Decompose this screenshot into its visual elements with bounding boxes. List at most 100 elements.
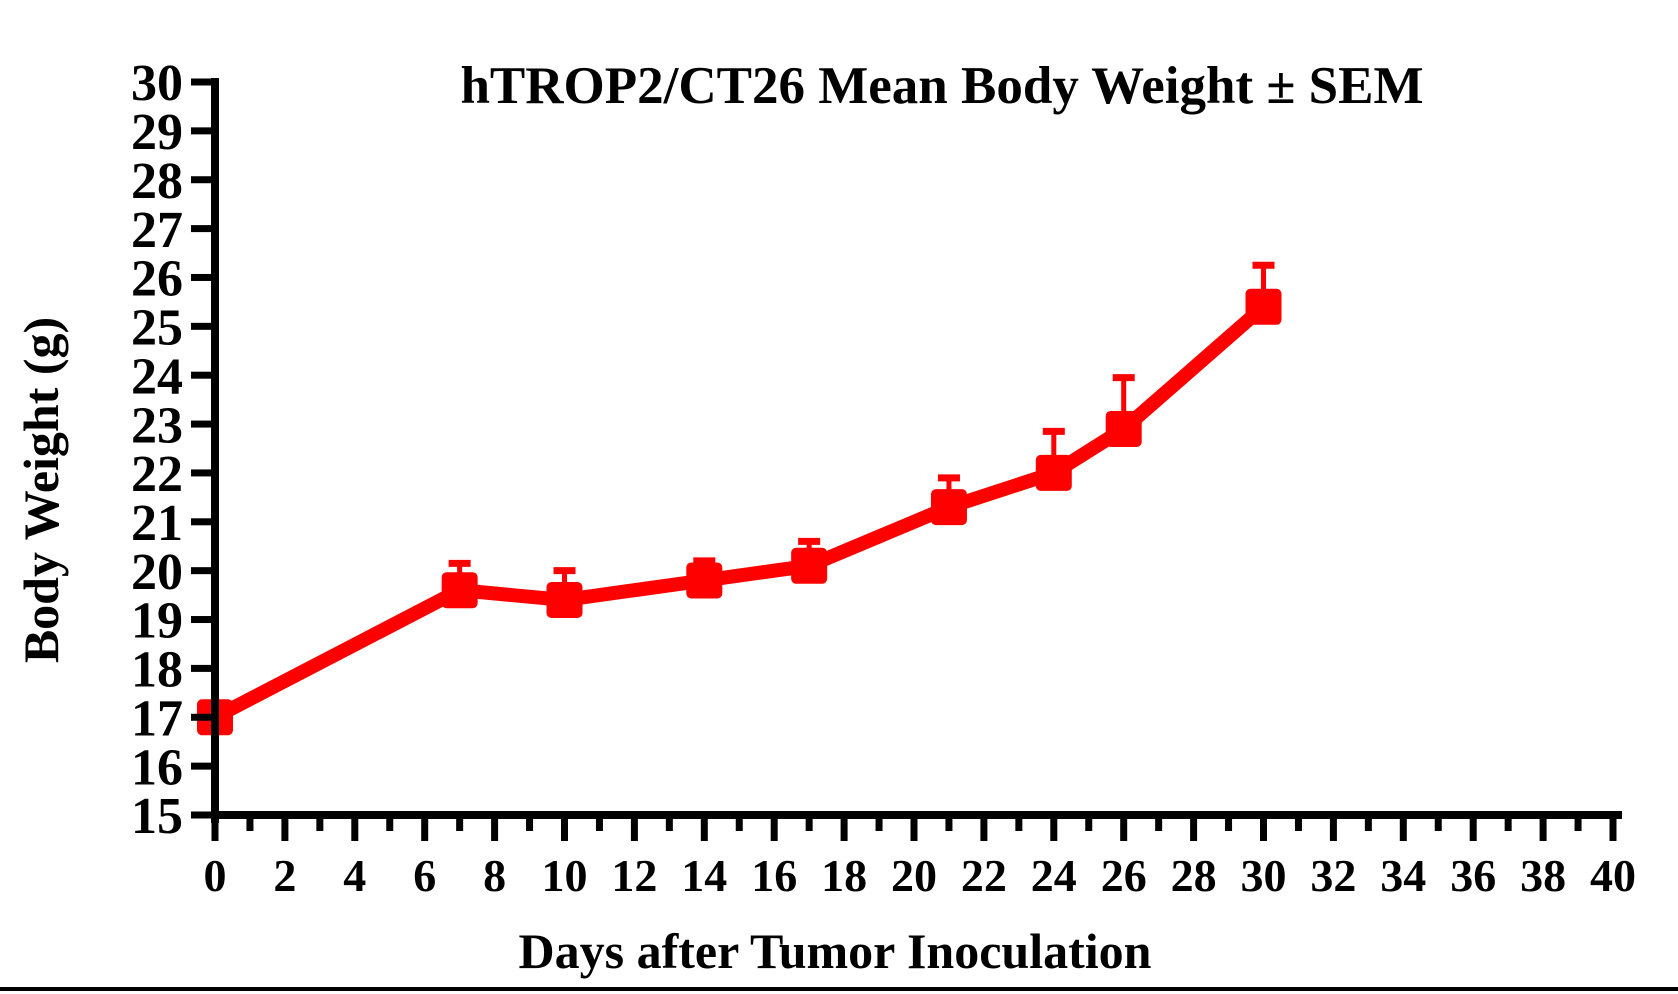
x-tick-major [980,819,988,841]
y-tick [191,420,211,428]
x-tick-major [840,819,848,841]
y-tick-label: 21 [131,495,183,552]
x-tick-label: 38 [1520,850,1566,901]
y-tick [191,322,211,330]
x-tick-label: 8 [483,850,506,901]
x-tick-label: 34 [1380,850,1426,901]
x-tick-label: 18 [821,850,867,901]
data-point-marker [1245,288,1282,325]
y-tick-label: 29 [131,104,183,161]
data-point-marker [791,547,828,584]
y-tick [191,713,211,721]
x-tick-label: 14 [681,850,727,901]
y-tick [191,518,211,526]
y-tick [191,78,211,86]
x-tick-label: 40 [1590,850,1636,901]
data-point-marker [1035,454,1072,491]
y-tick-label: 16 [131,739,183,796]
y-tick-label: 24 [131,348,183,405]
x-tick-major [1120,819,1128,841]
x-tick-minor [316,819,324,831]
y-tick-label: 18 [131,642,183,699]
y-tick [191,273,211,281]
x-tick-major [211,819,219,841]
y-tick [191,664,211,672]
y-tick [191,616,211,624]
bottom-rule [0,987,1678,991]
x-tick-minor [1015,819,1023,831]
data-point-marker [686,562,723,599]
x-tick-label: 28 [1171,850,1217,901]
y-tick-label: 22 [131,446,183,503]
x-tick-major [910,819,918,841]
x-axis-spine [211,811,1622,819]
y-tick-label: 25 [131,300,183,357]
x-tick-major [630,819,638,841]
x-tick-minor [805,819,813,831]
x-tick-major [561,819,568,841]
y-tick-label: 28 [131,153,183,210]
data-point-marker [441,572,478,609]
x-tick-major [281,819,289,841]
x-tick-label: 22 [961,850,1007,901]
x-axis: 0 2 4 6 8 10 12 14 16 18 20 22 24 26 28 30 32 34 36 38 40 [204,811,1636,901]
y-tick-label: 23 [131,397,183,454]
x-tick-label: 30 [1241,850,1287,901]
x-tick-major [1050,819,1058,841]
data-point-marker [1105,410,1142,447]
x-tick-minor [1364,819,1372,831]
x-tick-label: 10 [542,850,588,901]
chart-title: hTROP2/CT26 Mean Body Weight ± SEM [460,57,1423,115]
x-tick-label: 24 [1031,850,1077,901]
x-tick-major [1539,819,1547,841]
x-tick-minor [875,819,883,831]
x-tick-label: 4 [343,850,366,901]
x-tick-label: 16 [751,850,797,901]
x-tick-minor [1504,819,1512,831]
x-tick-minor [665,819,673,831]
x-tick-minor [1225,819,1233,831]
y-tick [191,127,211,135]
y-tick-label: 17 [131,690,183,747]
x-tick-major [700,819,708,841]
y-tick-label: 19 [131,593,183,650]
plot-area [197,261,1282,736]
x-tick-minor [246,819,254,831]
x-tick-major [1399,819,1407,841]
y-axis-spine [211,78,219,823]
x-tick-major [1469,819,1477,841]
x-tick-major [1260,819,1267,841]
x-tick-minor [1294,819,1302,831]
y-tick [191,469,211,477]
x-tick-label: 0 [204,850,227,901]
x-tick-major [421,819,429,841]
x-tick-minor [595,819,603,831]
y-tick-label: 27 [131,202,183,259]
data-point-marker [930,489,967,526]
x-tick-label: 12 [611,850,657,901]
x-tick-label: 36 [1450,850,1496,901]
y-tick [191,371,211,379]
data-point-marker [546,581,583,618]
x-tick-minor [386,819,394,831]
x-tick-major [770,819,778,841]
x-tick-minor [1085,819,1093,831]
x-tick-label: 20 [891,850,937,901]
y-tick [191,225,211,233]
x-tick-major [491,819,499,841]
x-tick-major [1329,819,1337,841]
x-tick-minor [1155,819,1163,831]
y-tick [191,762,211,770]
x-tick-major [351,819,359,841]
x-tick-label: 26 [1101,850,1147,901]
x-tick-minor [945,819,953,831]
y-axis-label: Body Weight (g) [13,317,69,663]
x-tick-minor [456,819,464,831]
y-tick-label: 15 [131,788,183,845]
x-axis-label: Days after Tumor Inoculation [519,923,1152,979]
y-tick-label: 26 [131,251,183,308]
series-line [211,301,1269,724]
